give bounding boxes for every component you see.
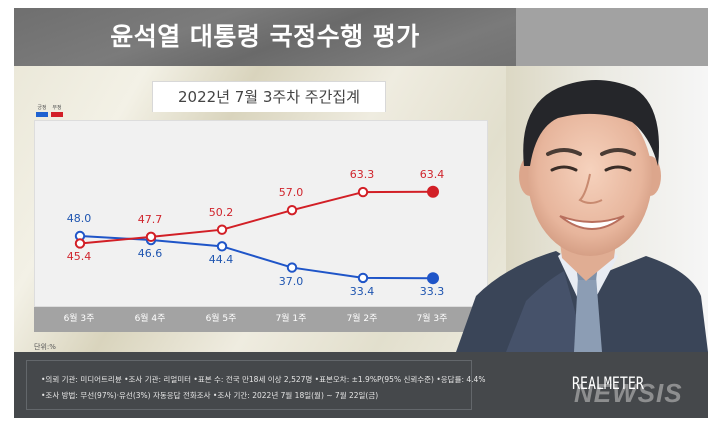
legend: 긍정 부정: [36, 105, 63, 117]
x-tick-label: 7월 3주: [416, 314, 448, 324]
header-bar-right: [516, 8, 708, 66]
negative-line: [79, 190, 434, 245]
unit-label: 단위:%: [34, 343, 56, 351]
positive-point: [216, 241, 228, 252]
survey-info-line-1: •의뢰 기관: 미디어트리뷴 •조사 기관: 리얼미터 •표본 수: 전국 만1…: [41, 375, 486, 384]
x-axis: 6월 3주 6월 4주 6월 5주 7월 1주 7월 2주 7월 3주: [34, 307, 488, 332]
negative-point: [145, 231, 157, 243]
footer-panel: •의뢰 기관: 미디어트리뷴 •조사 기관: 리얼미터 •표본 수: 전국 만1…: [14, 352, 708, 418]
line-chart: [74, 185, 439, 285]
subtitle-box: 2022년 7월 3주차 주간집계: [152, 81, 386, 112]
positive-value-label: 33.3: [419, 285, 445, 299]
legend-swatch-negative: [51, 112, 63, 117]
page-title: 윤석열 대통령 국정수행 평가: [110, 22, 420, 51]
positive-value-label: 48.0: [66, 212, 92, 225]
x-tick-label: 6월 3주: [63, 314, 95, 324]
subtitle: 2022년 7월 3주차 주간집계: [178, 88, 360, 106]
positive-value-label: 46.6: [137, 247, 163, 261]
infographic-frame: 윤석열 대통령 국정수행 평가 2022년 7월 3주차 주간집계 긍정 부정 …: [14, 8, 708, 418]
negative-point: [74, 238, 86, 249]
positive-value-label: 44.4: [208, 253, 234, 267]
newsis-watermark: NEWSIS: [574, 378, 683, 408]
survey-info-line-2: •조사 방법: 무선(97%)·유선(3%) 자동응답 전화조사 •조사 기간:…: [41, 391, 379, 400]
realmeter-logo: REALMETER: [572, 374, 644, 394]
positive-point: [286, 262, 298, 273]
negative-value-label: 63.4: [419, 167, 445, 181]
legend-swatch-positive: [36, 112, 48, 117]
positive-point: [427, 272, 439, 285]
negative-point: [427, 185, 439, 198]
x-tick-label: 7월 1주: [275, 314, 307, 324]
survey-info-box: •의뢰 기관: 미디어트리뷴 •조사 기관: 리얼미터 •표본 수: 전국 만1…: [26, 360, 485, 410]
positive-value-label: 33.4: [349, 284, 375, 298]
negative-point: [216, 224, 228, 235]
positive-line: [79, 235, 434, 280]
negative-value-label: 47.7: [137, 212, 163, 226]
positive-value-label: 37.0: [278, 274, 304, 288]
negative-point: [357, 186, 369, 198]
x-tick-label: 6월 4주: [134, 314, 166, 324]
legend-item-positive: 긍정: [36, 105, 48, 117]
legend-item-negative: 부정: [51, 105, 63, 117]
portrait-image: [456, 66, 708, 352]
president-photo: [446, 66, 708, 352]
negative-value-label: 45.4: [66, 250, 92, 264]
negative-value-label: 50.2: [208, 205, 234, 219]
header-bar: [14, 8, 516, 66]
negative-point: [286, 204, 298, 216]
positive-point: [357, 272, 369, 284]
x-tick-label: 7월 2주: [346, 314, 378, 324]
x-tick-label: 6월 5주: [205, 314, 237, 324]
chart-plot-area: [34, 120, 488, 307]
legend-label: 긍정: [37, 105, 47, 111]
legend-label: 부정: [52, 105, 62, 111]
negative-value-label: 63.3: [349, 168, 375, 182]
negative-value-label: 57.0: [278, 186, 304, 200]
